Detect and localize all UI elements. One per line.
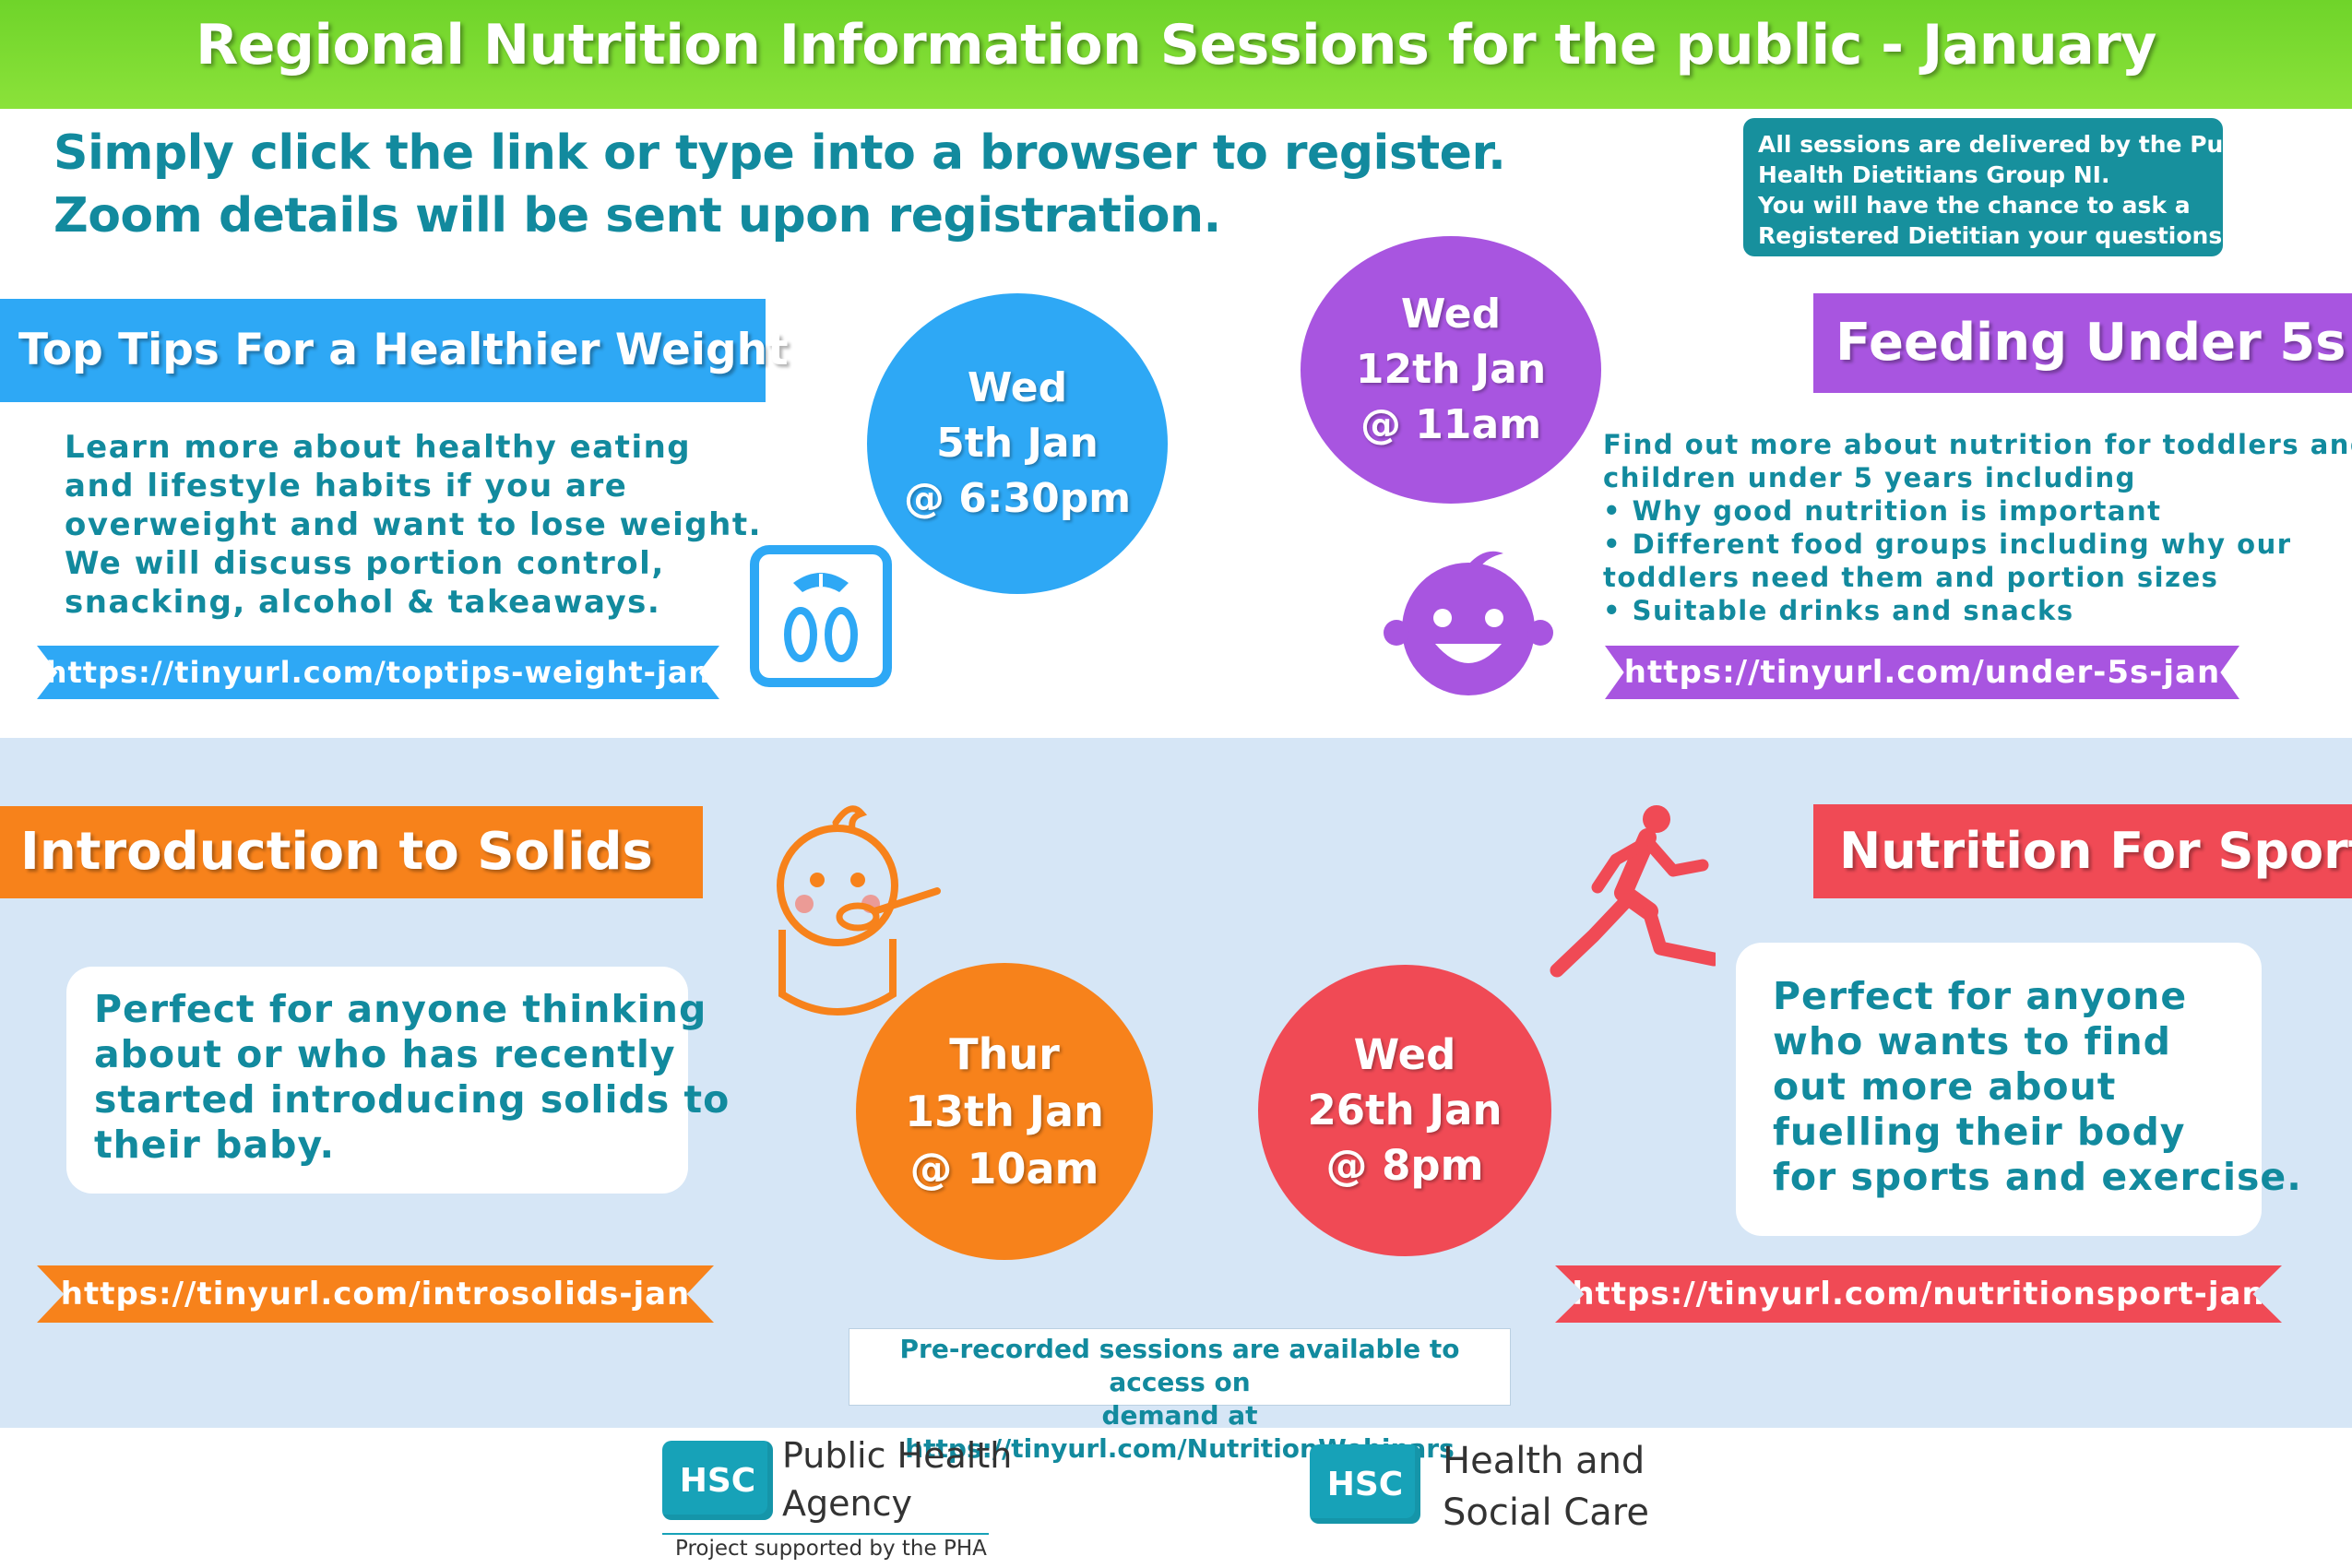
prerecorded-notice[interactable]: Pre-recorded sessions are available to a…: [849, 1328, 1511, 1464]
desc-line: overweight and want to lose weight.: [65, 506, 763, 543]
pha-divider: [662, 1533, 989, 1535]
register-link-under-5s[interactable]: https://tinyurl.com/under-5s-jan: [1605, 646, 2239, 699]
hsc-name-line: Social Care: [1443, 1491, 1649, 1534]
date-time: @ 11am: [1360, 401, 1542, 448]
desc-line: Perfect for anyone: [1773, 974, 2188, 1018]
date-date: 13th Jan: [905, 1087, 1104, 1136]
session-title-intro-solids: Introduction to Solids: [0, 806, 703, 898]
desc-line: fuelling their body: [1773, 1110, 2186, 1154]
info-line: You will have the chance to ask a: [1758, 192, 2191, 219]
session-desc-top-tips: Learn more about healthy eating and life…: [65, 428, 762, 622]
desc-line: who wants to find: [1773, 1019, 2171, 1063]
date-time: @ 10am: [909, 1144, 1099, 1194]
date-circle-under-5s: Wed 12th Jan @ 11am: [1301, 236, 1601, 504]
baby-spoon-icon: [762, 801, 946, 1028]
desc-line: Find out more about nutrition for toddle…: [1603, 429, 2352, 460]
desc-line: • Different food groups including why ou…: [1603, 529, 2292, 560]
date-day: Thur: [949, 1029, 1060, 1079]
desc-line: snacking, alcohol & takeaways.: [65, 584, 661, 621]
hsc-logo-text: Health and Social Care: [1443, 1435, 1649, 1538]
session-desc-intro-solids: Perfect for anyone thinking about or who…: [66, 967, 731, 1194]
date-day: Wed: [1400, 291, 1502, 338]
desc-line: toddlers need them and portion sizes: [1603, 562, 2219, 593]
date-time: @ 8pm: [1325, 1141, 1484, 1190]
session-title-sport: Nutrition For Sport: [1813, 804, 2352, 898]
info-box: All sessions are delivered by the Public…: [1743, 118, 2270, 256]
desc-line: and lifestyle habits if you are: [65, 468, 628, 505]
date-day: Wed: [967, 364, 1068, 411]
info-line: Registered Dietitian your questions.: [1758, 222, 2231, 249]
register-link-intro-solids[interactable]: https://tinyurl.com/introsolids-jan: [37, 1265, 714, 1323]
baby-face-icon: [1384, 544, 1555, 697]
register-link-sport[interactable]: https://tinyurl.com/nutritionsport-jan: [1555, 1265, 2282, 1323]
hsc-name-line: Health and: [1443, 1440, 1645, 1482]
register-link-top-tips[interactable]: https://tinyurl.com/toptips-weight-jan: [37, 646, 719, 699]
pha-name-line: Agency: [782, 1483, 912, 1524]
pha-name-line: Public Health: [782, 1435, 1013, 1476]
date-time: @ 6:30pm: [903, 475, 1132, 522]
info-line: All sessions are delivered by the Public: [1758, 131, 2270, 158]
date-date: 12th Jan: [1355, 346, 1547, 393]
weighing-scale-icon: [749, 544, 893, 688]
desc-line: Perfect for anyone thinking: [94, 987, 707, 1031]
date-day: Wed: [1353, 1030, 1456, 1079]
desc-line: children under 5 years including: [1603, 462, 2136, 493]
hsc-logo-badge: HSC: [1310, 1444, 1420, 1524]
pha-logo-badge: HSC: [662, 1441, 773, 1520]
info-line: Health Dietitians Group NI.: [1758, 161, 2110, 188]
intro-line-1: Simply click the link or type into a bro…: [53, 125, 1506, 181]
desc-line: • Suitable drinks and snacks: [1603, 595, 2074, 626]
page-title: Regional Nutrition Information Sessions …: [196, 13, 2156, 77]
intro-panel: [46, 113, 1374, 260]
pha-logo-text: Public Health Agency: [782, 1431, 1012, 1527]
intro-line-2: Zoom details will be sent upon registrat…: [53, 188, 1221, 244]
header-bar: [0, 0, 2352, 109]
date-circle-top-tips: Wed 5th Jan @ 6:30pm: [867, 293, 1168, 594]
date-circle-sport: Wed 26th Jan @ 8pm: [1258, 965, 1551, 1256]
desc-line: Learn more about healthy eating: [65, 429, 692, 466]
date-date: 5th Jan: [936, 420, 1099, 467]
prerecorded-line-1: Pre-recorded sessions are available to a…: [899, 1334, 1460, 1397]
desc-line: their baby.: [94, 1123, 336, 1167]
desc-line: We will discuss portion control,: [65, 545, 665, 582]
desc-line: • Why good nutrition is important: [1603, 495, 2162, 527]
desc-line: out more about: [1773, 1064, 2117, 1109]
date-date: 26th Jan: [1307, 1086, 1503, 1134]
session-desc-sport: Perfect for anyone who wants to find out…: [1736, 943, 2302, 1236]
desc-line: about or who has recently: [94, 1032, 676, 1076]
desc-line: for sports and exercise.: [1773, 1155, 2302, 1199]
session-desc-under-5s: Find out more about nutrition for toddle…: [1603, 428, 2352, 627]
pha-tagline: Project supported by the PHA: [675, 1537, 987, 1561]
session-title-top-tips: Top Tips For a Healthier Weight: [0, 299, 789, 402]
session-title-under-5s: Feeding Under 5s: [1813, 293, 2352, 393]
runner-icon: [1550, 804, 1721, 998]
desc-line: started introducing solids to: [94, 1077, 731, 1122]
date-circle-intro-solids: Thur 13th Jan @ 10am: [856, 963, 1153, 1260]
